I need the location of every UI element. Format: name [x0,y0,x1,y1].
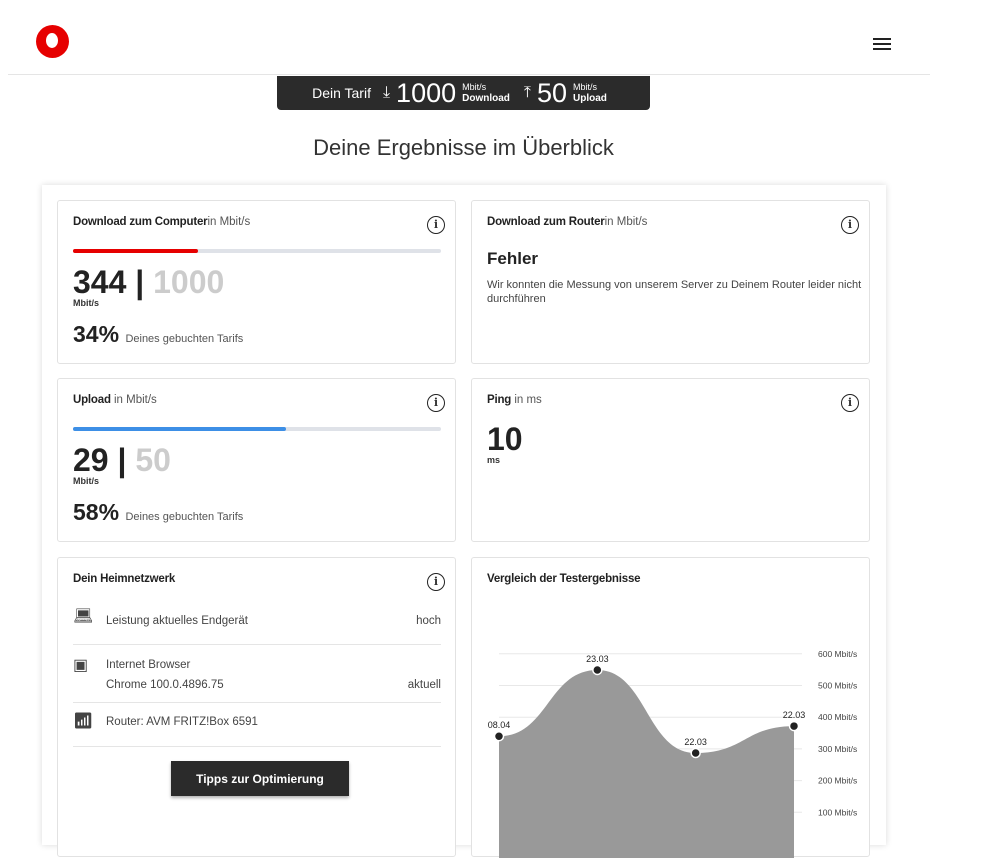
laptop-icon: 💻︎ [73,608,94,625]
download-router-card: Download zum Routerin Mbit/s i Fehler Wi… [471,200,870,364]
browser-icon: ▣ [73,657,89,674]
tips-button[interactable]: Tipps zur Optimierung [171,761,349,796]
list-item: 📶︎ Router: AVM FRITZ!Box 6591 [73,703,441,747]
y-tick-label: 500 Mbit/s [818,681,857,691]
list-item: ▣ Internet Browser Chrome 100.0.4896.75 … [73,645,441,703]
tarif-upload-value: 50 [536,77,568,108]
tarif-upload-label: Upload [573,93,607,104]
header [8,0,930,75]
info-icon[interactable]: i [841,394,859,412]
card-title: Dein Heimnetzwerk [73,573,176,585]
card-title: Download zum Router [487,216,605,228]
results-panel: Download zum Computerin Mbit/s i 344 | 1… [42,185,886,858]
percent-text: Deines gebuchten Tarifs [125,511,244,523]
y-tick-label: 300 Mbit/s [818,744,857,754]
tarif-download-label: Download [462,93,510,104]
chart-title: Vergleich der Testergebnisse [487,573,641,585]
upload-percent: 58% [73,499,120,525]
card-title: Ping [487,394,512,406]
tarif-download-value: 1000 [396,77,457,108]
tarif-label: Dein Tarif [312,85,371,101]
data-point[interactable] [592,664,603,676]
ping-card: Ping in ms i 10 ms [471,378,870,542]
data-point[interactable] [493,730,505,742]
row-sub: Chrome 100.0.4896.75 [106,679,224,691]
error-text: Wir konnten die Messung von unserem Serv… [487,279,862,305]
upload-value: 29 [73,442,109,478]
vodafone-logo[interactable] [36,25,69,58]
row-label: Internet Browser [106,659,191,671]
percent-text: Deines gebuchten Tarifs [125,333,244,345]
x-label: 08.04 [488,720,511,730]
y-tick-label: 600 Mbit/s [818,649,857,659]
row-value: aktuell [407,679,441,691]
upload-card: Upload in Mbit/s i 29 | 50 Mbit/s 58% De… [57,378,456,542]
data-point[interactable] [690,747,701,759]
ping-unit: ms [487,455,501,465]
x-label: 22.03 [684,737,707,747]
list-item: 💻︎ Leistung aktuelles Endgerät hoch [73,608,441,645]
router-icon: 📶︎ [73,713,94,730]
info-icon[interactable]: i [427,573,445,591]
error-title: Fehler [487,249,539,268]
comparison-chart: 100 Mbit/s 200 Mbit/s 300 Mbit/s 400 Mbit/s… [488,649,857,858]
row-label: Leistung aktuelles Endgerät [106,615,248,627]
tarif-upload-unit: Mbit/s [573,82,598,92]
info-icon[interactable]: i [427,394,445,412]
download-progress-bar [73,249,441,253]
download-percent: 34% [73,321,120,347]
y-tick-label: 100 Mbit/s [818,807,857,817]
card-unit: in ms [511,394,542,406]
progress-fill [73,427,287,431]
download-max: 1000 [153,264,225,300]
row-label: Router: AVM FRITZ!Box 6591 [106,716,258,728]
chart-card: Vergleich der Testergebnisse 100 Mbit/s 2… [471,557,870,858]
download-unit: Mbit/s [73,298,99,308]
upload-icon: ⤒ [523,84,531,101]
y-tick-label: 400 Mbit/s [818,712,857,722]
tarif-banner: Dein Tarif ⤓ 1000 Mbit/s Download ⤒ 50 Mb… [277,76,650,110]
tarif-download-unit: Mbit/s [462,82,487,92]
ping-value: 10 [487,421,523,457]
data-point[interactable] [788,720,800,732]
x-label: 22.03 [783,710,806,720]
info-icon[interactable]: i [841,216,859,234]
page-title: Deine Ergebnisse im Überblick [313,135,614,160]
hamburger-menu-icon[interactable] [873,38,891,51]
card-title: Upload [73,394,111,406]
upload-unit: Mbit/s [73,476,99,486]
row-value: hoch [416,615,441,627]
upload-max: 50 [135,442,171,478]
download-computer-card: Download zum Computerin Mbit/s i 344 | 1… [57,200,456,364]
x-label: 23.03 [586,654,609,664]
heimnetz-card: Dein Heimnetzwerk i 💻︎ Leistung aktuelle… [57,557,456,857]
info-icon[interactable]: i [427,216,445,234]
upload-progress-bar [73,427,441,431]
download-value: 344 [73,264,127,300]
area-series [499,669,794,858]
y-tick-label: 200 Mbit/s [818,776,857,786]
card-unit: in Mbit/s [110,394,157,406]
progress-fill [73,249,199,253]
card-unit: in Mbit/s [604,216,648,228]
card-unit: in Mbit/s [207,216,251,228]
card-title: Download zum Computer [73,216,208,228]
download-icon: ⤓ [382,84,391,101]
